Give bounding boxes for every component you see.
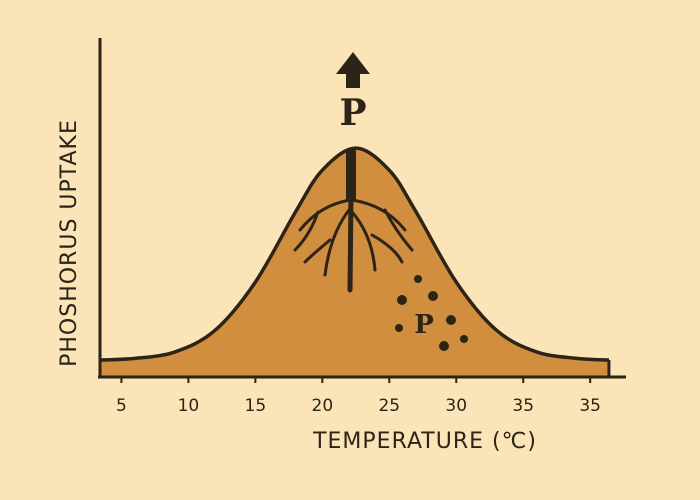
particle — [397, 295, 407, 305]
particles — [395, 275, 468, 351]
annotation: P — [339, 92, 366, 134]
particle — [428, 291, 438, 301]
particle — [395, 324, 403, 332]
x-tick-label: 10 — [178, 396, 200, 416]
y-axis-title: PHOSHORUS UPTAKE — [57, 119, 82, 367]
x-tick-label: 35 — [512, 396, 534, 416]
root — [350, 198, 414, 272]
roots — [293, 150, 414, 293]
root — [347, 192, 354, 293]
x-tick-label: 25 — [378, 396, 400, 416]
particle — [460, 335, 468, 343]
stem — [346, 150, 356, 200]
annotation: P — [414, 310, 434, 340]
x-tick-label: 15 — [245, 396, 267, 416]
x-tick-label: 5 — [116, 396, 127, 416]
x-tick-label: 35 — [579, 396, 601, 416]
root — [293, 198, 352, 277]
x-axis-title: TEMPERATURE (℃) — [312, 429, 537, 454]
particle — [446, 315, 456, 325]
particle — [414, 275, 422, 283]
particle — [439, 341, 449, 351]
x-tick-label: 20 — [312, 396, 334, 416]
area-line — [99, 146, 610, 362]
x-tick-label: 30 — [445, 396, 467, 416]
plot — [99, 146, 611, 377]
arrow — [336, 52, 370, 88]
